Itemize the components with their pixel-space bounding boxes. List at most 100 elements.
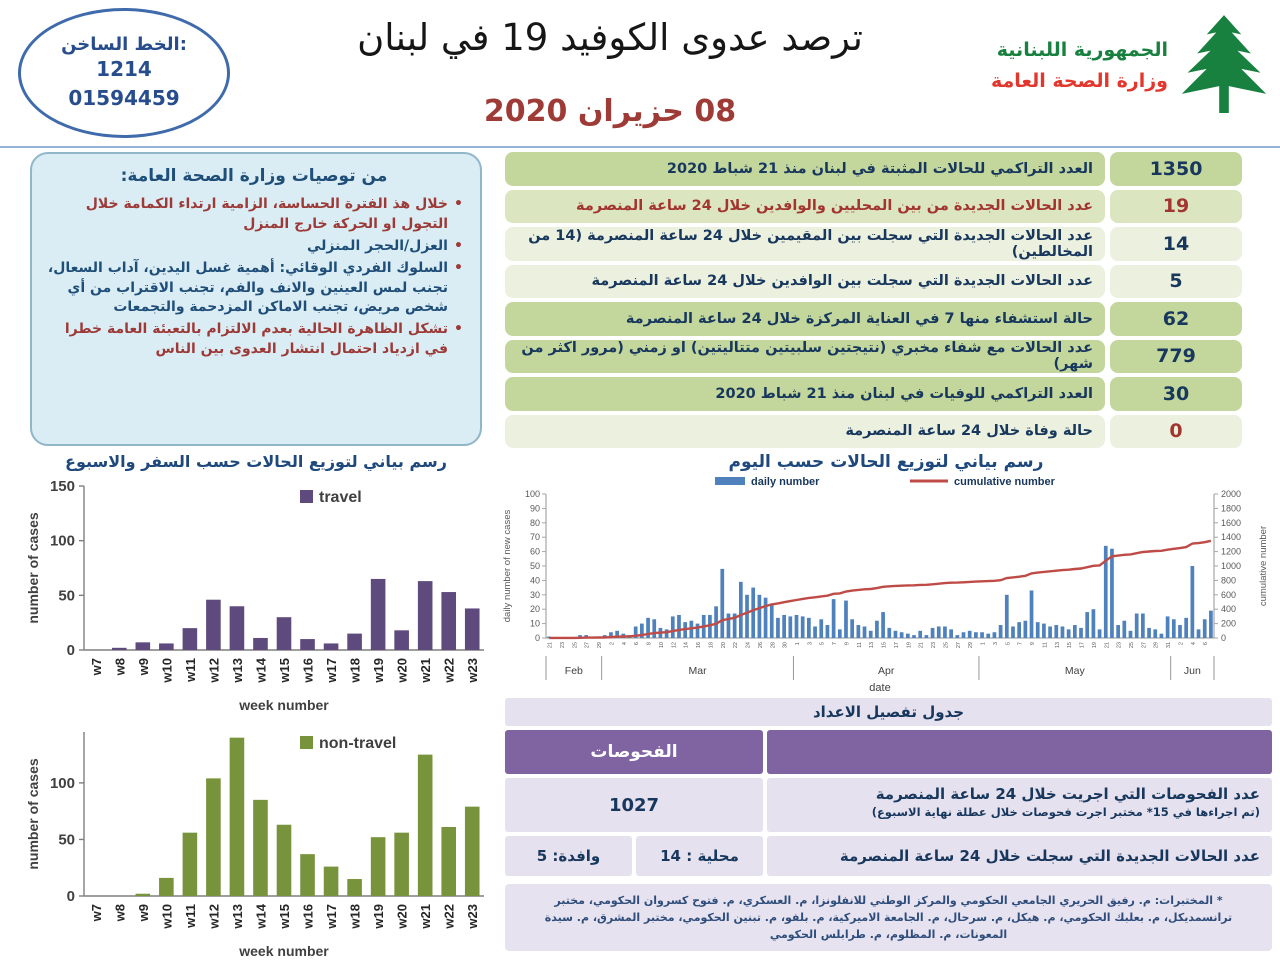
recommendation-item: العزل/الحجر المنزلي bbox=[44, 237, 464, 257]
svg-text:11: 11 bbox=[857, 642, 863, 648]
svg-text:w11: w11 bbox=[183, 658, 198, 683]
svg-text:80: 80 bbox=[530, 518, 540, 528]
page-title: ترصد عدوى الكوفيد 19 في لبنان bbox=[357, 16, 863, 59]
labs-footnote: * المختبرات: م. رفيق الحريري الجامعي الح… bbox=[505, 884, 1272, 952]
recommendation-item: خلال هذ الفترة الحساسة، الزامية ارتداء ا… bbox=[44, 195, 464, 235]
svg-text:1: 1 bbox=[795, 642, 801, 645]
svg-text:cumulative number: cumulative number bbox=[1258, 526, 1269, 606]
svg-text:w13: w13 bbox=[230, 904, 245, 930]
stats-row: 19 عدد الحالات الجديدة من بين المحليين وا… bbox=[505, 189, 1242, 223]
svg-text:9: 9 bbox=[844, 642, 850, 645]
svg-text:w23: w23 bbox=[465, 904, 480, 930]
svg-text:23: 23 bbox=[931, 642, 937, 648]
svg-text:7: 7 bbox=[1018, 642, 1024, 645]
svg-text:800: 800 bbox=[1221, 575, 1236, 585]
daily-combo-chart: 0102030405060708090100020040060080010001… bbox=[502, 476, 1269, 694]
svg-text:0: 0 bbox=[535, 633, 540, 643]
svg-text:w16: w16 bbox=[301, 904, 316, 930]
recommendations-title: من توصيات وزارة الصحة العامة: bbox=[120, 166, 388, 186]
header-divider bbox=[0, 146, 1280, 148]
svg-text:w7: w7 bbox=[89, 658, 104, 676]
svg-text:2: 2 bbox=[1178, 642, 1184, 645]
svg-text:w14: w14 bbox=[253, 903, 268, 929]
svg-text:3: 3 bbox=[807, 642, 813, 645]
stats-row-value: 62 bbox=[1110, 302, 1242, 336]
ministry-logo: الجمهورية اللبنانية وزارة الصحة العامة bbox=[991, 12, 1272, 120]
svg-text:17: 17 bbox=[894, 642, 900, 648]
svg-text:Feb: Feb bbox=[565, 665, 583, 677]
svg-text:50: 50 bbox=[530, 561, 540, 571]
svg-text:w15: w15 bbox=[277, 658, 292, 684]
svg-text:w21: w21 bbox=[418, 904, 433, 930]
svg-text:29: 29 bbox=[597, 642, 603, 648]
tests-count-24h-value: 1027 bbox=[505, 778, 763, 832]
svg-text:28: 28 bbox=[770, 642, 776, 648]
svg-text:100: 100 bbox=[50, 533, 75, 550]
svg-text:27: 27 bbox=[585, 642, 591, 648]
svg-text:50: 50 bbox=[58, 587, 75, 604]
svg-text:200: 200 bbox=[1221, 619, 1236, 629]
svg-text:19: 19 bbox=[1092, 642, 1098, 648]
hotline-number-short: 1214 bbox=[96, 56, 152, 81]
svg-text:w19: w19 bbox=[371, 904, 386, 930]
svg-text:2: 2 bbox=[609, 642, 615, 645]
tests-column-header: الفحوصات bbox=[505, 730, 763, 774]
svg-text:w18: w18 bbox=[348, 904, 363, 930]
ministry-name: الجمهورية اللبنانية وزارة الصحة العامة bbox=[991, 35, 1168, 98]
svg-text:w10: w10 bbox=[159, 904, 174, 930]
stats-row: 30 العدد التراكمي للوفيات في لبنان منذ 21… bbox=[505, 377, 1242, 411]
svg-text:1800: 1800 bbox=[1221, 503, 1241, 513]
svg-text:400: 400 bbox=[1221, 604, 1236, 614]
svg-text:3: 3 bbox=[993, 642, 999, 645]
svg-text:5: 5 bbox=[1005, 642, 1011, 645]
cedar-logo-icon bbox=[1181, 15, 1267, 114]
svg-text:w20: w20 bbox=[395, 904, 410, 930]
svg-text:May: May bbox=[1065, 665, 1086, 677]
stats-row: 0 حالة وفاة خلال 24 ساعة المنصرمة bbox=[505, 414, 1242, 448]
hotline-number-long: 01594459 bbox=[68, 85, 180, 110]
svg-text:20: 20 bbox=[721, 642, 727, 648]
stats-row-label: حالة استشفاء منها 7 في العناية المركزة خ… bbox=[505, 302, 1105, 336]
stats-row-label: عدد الحالات مع شفاء مخبري (نتيجتين سلبيت… bbox=[505, 339, 1105, 373]
svg-text:13: 13 bbox=[869, 642, 875, 648]
svg-text:31: 31 bbox=[1166, 642, 1172, 648]
svg-text:0: 0 bbox=[1221, 633, 1226, 643]
detail-header-empty bbox=[767, 730, 1272, 774]
weekly-charts-title: رسم بياني لتوزيع الحالات حسب السفر والاس… bbox=[65, 452, 447, 471]
svg-text:100: 100 bbox=[525, 489, 540, 499]
detail-table-title: جدول تفصيل الاعداد bbox=[505, 698, 1272, 726]
stats-row-value: 0 bbox=[1110, 414, 1242, 448]
svg-text:0: 0 bbox=[67, 642, 75, 659]
svg-text:w17: w17 bbox=[324, 904, 339, 930]
svg-text:10: 10 bbox=[530, 619, 540, 629]
svg-text:14: 14 bbox=[684, 642, 690, 648]
ministry-name-moph: وزارة الصحة العامة bbox=[990, 70, 1168, 92]
new-cases-24h-label: عدد الحالات الجديدة التي سجلت خلال 24 سا… bbox=[767, 836, 1272, 876]
svg-text:1200: 1200 bbox=[1221, 547, 1241, 557]
stats-row-label: عدد الحالات الجديدة التي سجلت بين الوافد… bbox=[505, 264, 1105, 298]
stats-row-value: 779 bbox=[1110, 339, 1242, 373]
svg-text:w20: w20 bbox=[395, 658, 410, 684]
svg-text:w16: w16 bbox=[301, 658, 316, 684]
svg-text:number of cases: number of cases bbox=[25, 512, 41, 623]
svg-text:21: 21 bbox=[1104, 642, 1110, 648]
daily-chart-block: رسم بياني لتوزيع الحالات حسب اليوم 0 10 20… bbox=[500, 452, 1272, 702]
stats-row: 5 عدد الحالات الجديدة التي سجلت بين الواف… bbox=[505, 264, 1242, 298]
svg-text:6: 6 bbox=[1203, 642, 1209, 645]
svg-text:25: 25 bbox=[572, 642, 578, 648]
svg-text:daily number of new cases: daily number of new cases bbox=[502, 510, 513, 623]
svg-text:100: 100 bbox=[50, 775, 75, 792]
svg-text:6: 6 bbox=[634, 642, 640, 645]
new-cases-local-value: محلية : 14 bbox=[636, 836, 763, 876]
svg-text:40: 40 bbox=[530, 575, 540, 585]
svg-text:150: 150 bbox=[50, 478, 75, 495]
recommendation-item: السلوك الفردي الوقائي: أهمية غسل اليدين،… bbox=[44, 259, 464, 319]
stats-row-label: عدد الحالات الجديدة من بين المحليين والو… bbox=[505, 189, 1105, 223]
svg-text:25: 25 bbox=[1129, 642, 1135, 648]
svg-text:5: 5 bbox=[820, 642, 826, 645]
svg-text:25: 25 bbox=[943, 642, 949, 648]
svg-text:29: 29 bbox=[1154, 642, 1160, 648]
svg-text:2000: 2000 bbox=[1221, 489, 1241, 499]
stats-row: 1350 العدد التراكمي للحالات المثبتة في لب… bbox=[505, 152, 1242, 186]
svg-text:0: 0 bbox=[67, 888, 75, 905]
